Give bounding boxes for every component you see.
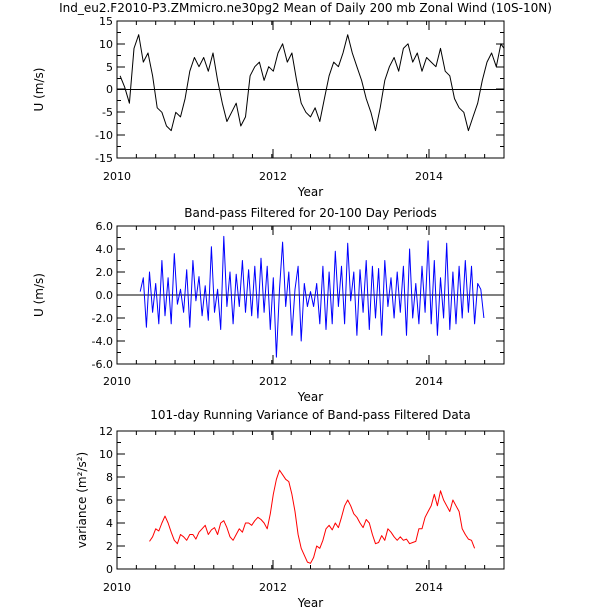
chart-title: 101-day Running Variance of Band-pass Fi… xyxy=(150,408,471,422)
y-tick-label: -2.0 xyxy=(92,312,113,325)
y-tick-label: 4.0 xyxy=(96,243,114,256)
y-tick-label: 2 xyxy=(106,540,113,553)
y-tick-label: -15 xyxy=(95,152,113,165)
y-tick-label: 8 xyxy=(106,471,113,484)
y-tick-label: 12 xyxy=(99,425,113,438)
y-tick-label: -10 xyxy=(95,129,113,142)
x-tick-label: 2012 xyxy=(259,581,287,594)
series-line xyxy=(119,34,505,132)
plot-frame xyxy=(116,430,505,570)
y-tick-label: -5 xyxy=(102,106,113,119)
y-tick-label: -6.0 xyxy=(92,358,113,371)
y-tick-label: 0 xyxy=(106,563,113,576)
x-tick-label: 2012 xyxy=(259,375,287,388)
y-tick-label: -4.0 xyxy=(92,335,113,348)
chart-title: Band-pass Filtered for 20-100 Day Period… xyxy=(184,206,437,220)
y-axis-label: U (m/s) xyxy=(32,273,46,317)
y-axis-label: U (m/s) xyxy=(32,68,46,112)
y-tick-label: 5 xyxy=(106,61,113,74)
x-tick-label: 2010 xyxy=(103,170,131,183)
y-tick-label: 0.0 xyxy=(96,289,114,302)
x-tick-label: 2010 xyxy=(103,375,131,388)
y-tick-label: 0 xyxy=(106,83,113,96)
y-tick-label: 10 xyxy=(99,448,113,461)
y-tick-label: 6.0 xyxy=(96,220,114,233)
y-tick-label: 10 xyxy=(99,38,113,51)
x-tick-label: 2010 xyxy=(103,581,131,594)
x-tick-label: 2012 xyxy=(259,170,287,183)
series-line xyxy=(149,469,476,564)
y-tick-label: 15 xyxy=(99,15,113,28)
x-axis-label: Year xyxy=(297,596,323,610)
chart-title: Ind_eu2.F2010-P3.ZMmicro.ne30pg2 Mean of… xyxy=(59,1,552,15)
x-tick-label: 2014 xyxy=(415,375,443,388)
x-tick-label: 2014 xyxy=(415,170,443,183)
y-tick-label: 4 xyxy=(106,517,113,530)
series-line xyxy=(139,235,485,358)
x-axis-label: Year xyxy=(297,185,323,199)
y-tick-label: 6 xyxy=(106,494,113,507)
x-tick-label: 2014 xyxy=(415,581,443,594)
x-axis-label: Year xyxy=(297,390,323,404)
y-axis-label: variance (m²/s²) xyxy=(75,452,89,548)
y-tick-label: 2.0 xyxy=(96,266,114,279)
